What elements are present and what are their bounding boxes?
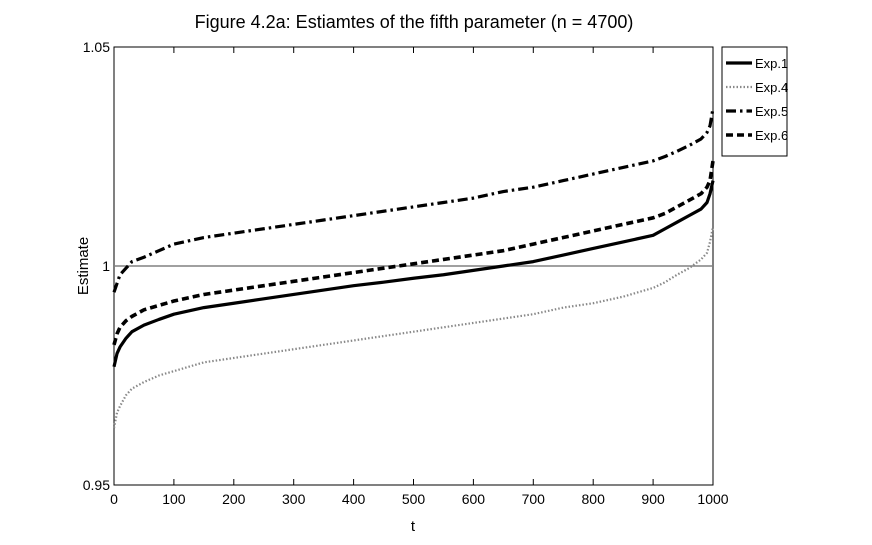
legend-box bbox=[721, 46, 788, 157]
x-tick-label: 900 bbox=[641, 491, 665, 507]
series-line-exp-6 bbox=[112, 160, 715, 346]
y-tick-label: 1 bbox=[102, 258, 110, 274]
legend-label: Exp.1 bbox=[755, 56, 788, 71]
tick-labels: 0 100 200 300 400 500 600 700 800 900 1000 0.95 1 1.0… bbox=[83, 39, 729, 507]
x-tick-label: 1000 bbox=[697, 491, 728, 507]
y-tick-label: 0.95 bbox=[83, 477, 110, 493]
x-tick-label: 500 bbox=[402, 491, 426, 507]
legend-items: Exp.1 Exp.4 Exp.5 Exp.6 bbox=[726, 56, 788, 143]
x-tick-label: 800 bbox=[582, 491, 606, 507]
x-tick-label: 400 bbox=[342, 491, 366, 507]
legend-label: Exp.6 bbox=[755, 128, 788, 143]
series-layer bbox=[112, 108, 715, 429]
series-line-exp-5 bbox=[112, 108, 715, 293]
legend-label: Exp.5 bbox=[755, 104, 788, 119]
chart-title: Figure 4.2a: Estiamtes of the fifth para… bbox=[195, 12, 634, 32]
x-tick-label: 200 bbox=[222, 491, 246, 507]
y-axis-title: Estimate bbox=[75, 237, 92, 295]
series-line-exp-4 bbox=[112, 226, 715, 429]
series-line-exp-1 bbox=[112, 180, 715, 368]
x-tick-label: 600 bbox=[462, 491, 486, 507]
x-tick-label: 700 bbox=[522, 491, 546, 507]
x-axis-title: t bbox=[411, 518, 416, 535]
x-tick-label: 300 bbox=[282, 491, 306, 507]
x-tick-label: 100 bbox=[162, 491, 186, 507]
legend: Exp.1 Exp.4 Exp.5 Exp.6 bbox=[721, 46, 788, 157]
legend-label: Exp.4 bbox=[755, 80, 788, 95]
x-tick-label: 0 bbox=[110, 491, 118, 507]
y-tick-label: 1.05 bbox=[83, 39, 110, 55]
